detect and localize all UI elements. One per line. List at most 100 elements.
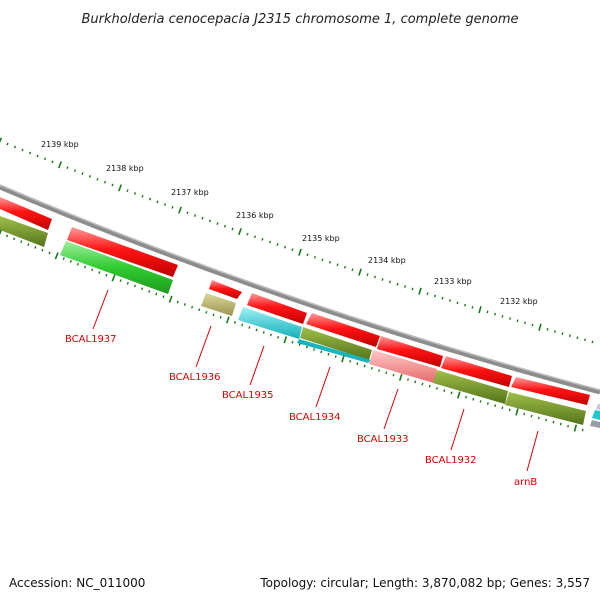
major-tick [111,274,116,282]
minor-tick [261,238,264,241]
minor-tick [567,424,570,428]
minor-tick [269,333,272,337]
minor-tick [327,352,330,356]
minor-tick [162,295,165,299]
minor-tick [268,240,272,244]
minor-tick [283,245,287,249]
gene-label-bcal1937[interactable]: BCAL1937 [65,334,117,345]
minor-tick [223,224,227,228]
major-tick [57,161,63,169]
khaki-feature[interactable] [201,293,236,316]
gene-segment[interactable] [306,313,380,347]
minor-tick [191,305,194,309]
minor-tick [133,192,137,195]
minor-tick [198,308,201,312]
green-feature[interactable] [60,241,173,294]
minor-tick [306,253,309,257]
minor-tick [378,369,381,372]
gene-segment[interactable] [377,336,443,367]
minor-tick [456,301,459,305]
gene-label-bcal1933[interactable]: BCAL1933 [357,434,409,445]
minor-tick [255,328,258,332]
olive-feature[interactable] [300,327,372,360]
grey-feature[interactable] [590,420,600,428]
major-tick [538,323,542,331]
major-tick [178,206,182,214]
gene-segment[interactable] [209,280,242,299]
major-tick [418,287,422,295]
minor-tick [34,246,37,249]
minor-tick [176,300,179,304]
minor-tick [465,395,468,399]
minor-tick [381,278,384,281]
minor-tick [591,340,594,344]
minor-tick [406,378,410,381]
inner-scale-ticks [0,229,584,432]
minor-tick [464,303,466,307]
gene-segment[interactable] [0,197,52,230]
gene-segment[interactable] [511,377,590,405]
minor-tick [20,240,23,244]
minor-tick [13,145,17,149]
cyan-feature[interactable] [297,339,371,363]
pink-feature[interactable] [369,350,437,383]
gene-segment[interactable] [247,293,307,324]
olive-feature[interactable] [505,392,586,425]
major-tick [225,316,230,324]
minor-tick [531,323,534,327]
major-tick [168,295,173,303]
minor-tick [546,328,549,331]
minor-tick [516,319,519,323]
minor-tick [411,287,414,291]
minor-tick [36,154,39,158]
cyan-feature[interactable] [238,307,302,339]
gene-label-bcal1934[interactable]: BCAL1934 [289,412,341,423]
minor-tick [443,389,446,393]
minor-tick [119,279,122,283]
minor-tick [105,273,108,277]
major-tick [398,373,403,381]
major-tick [478,306,482,314]
gene-label-arnb[interactable]: arnB [514,477,537,488]
minor-tick [156,200,159,204]
minor-tick [414,380,417,384]
cds-track-red [0,197,590,405]
minor-tick [298,343,301,347]
minor-tick [111,183,114,187]
minor-tick [552,420,555,424]
minor-tick [27,243,30,246]
minor-tick [193,214,197,217]
gene-segment[interactable] [67,227,178,277]
grey-feature[interactable] [596,404,600,410]
olive-feature[interactable] [433,370,508,404]
minor-tick [216,222,219,225]
minor-tick [126,281,129,285]
minor-tick [233,321,237,324]
minor-tick [373,275,377,279]
cyan-feature[interactable] [592,410,600,420]
minor-tick [148,197,152,201]
minor-tick [141,194,144,198]
minor-tick [241,323,244,327]
minor-tick [584,338,586,342]
olive-feature[interactable] [0,216,48,247]
scale-label-2138: 2138 kbp [106,164,144,173]
minor-tick [385,371,388,375]
gene-label-bcal1935[interactable]: BCAL1935 [222,390,274,401]
gene-label-bcal1936[interactable]: BCAL1936 [169,372,221,383]
minor-tick [28,151,32,155]
minor-tick [441,296,444,300]
minor-tick [155,292,158,296]
minor-tick [41,248,44,252]
minor-tick [524,321,526,325]
minor-tick [569,334,571,338]
gene-segment[interactable] [441,356,512,387]
minor-tick [98,271,101,274]
minor-tick [471,306,474,309]
minor-tick [276,243,279,246]
scale-label-2137: 2137 kbp [171,188,209,197]
minor-tick [426,292,429,296]
scale-label-2132: 2132 kbp [500,297,538,306]
gene-label-bcal1932[interactable]: BCAL1932 [425,455,477,466]
minor-tick [388,280,392,284]
